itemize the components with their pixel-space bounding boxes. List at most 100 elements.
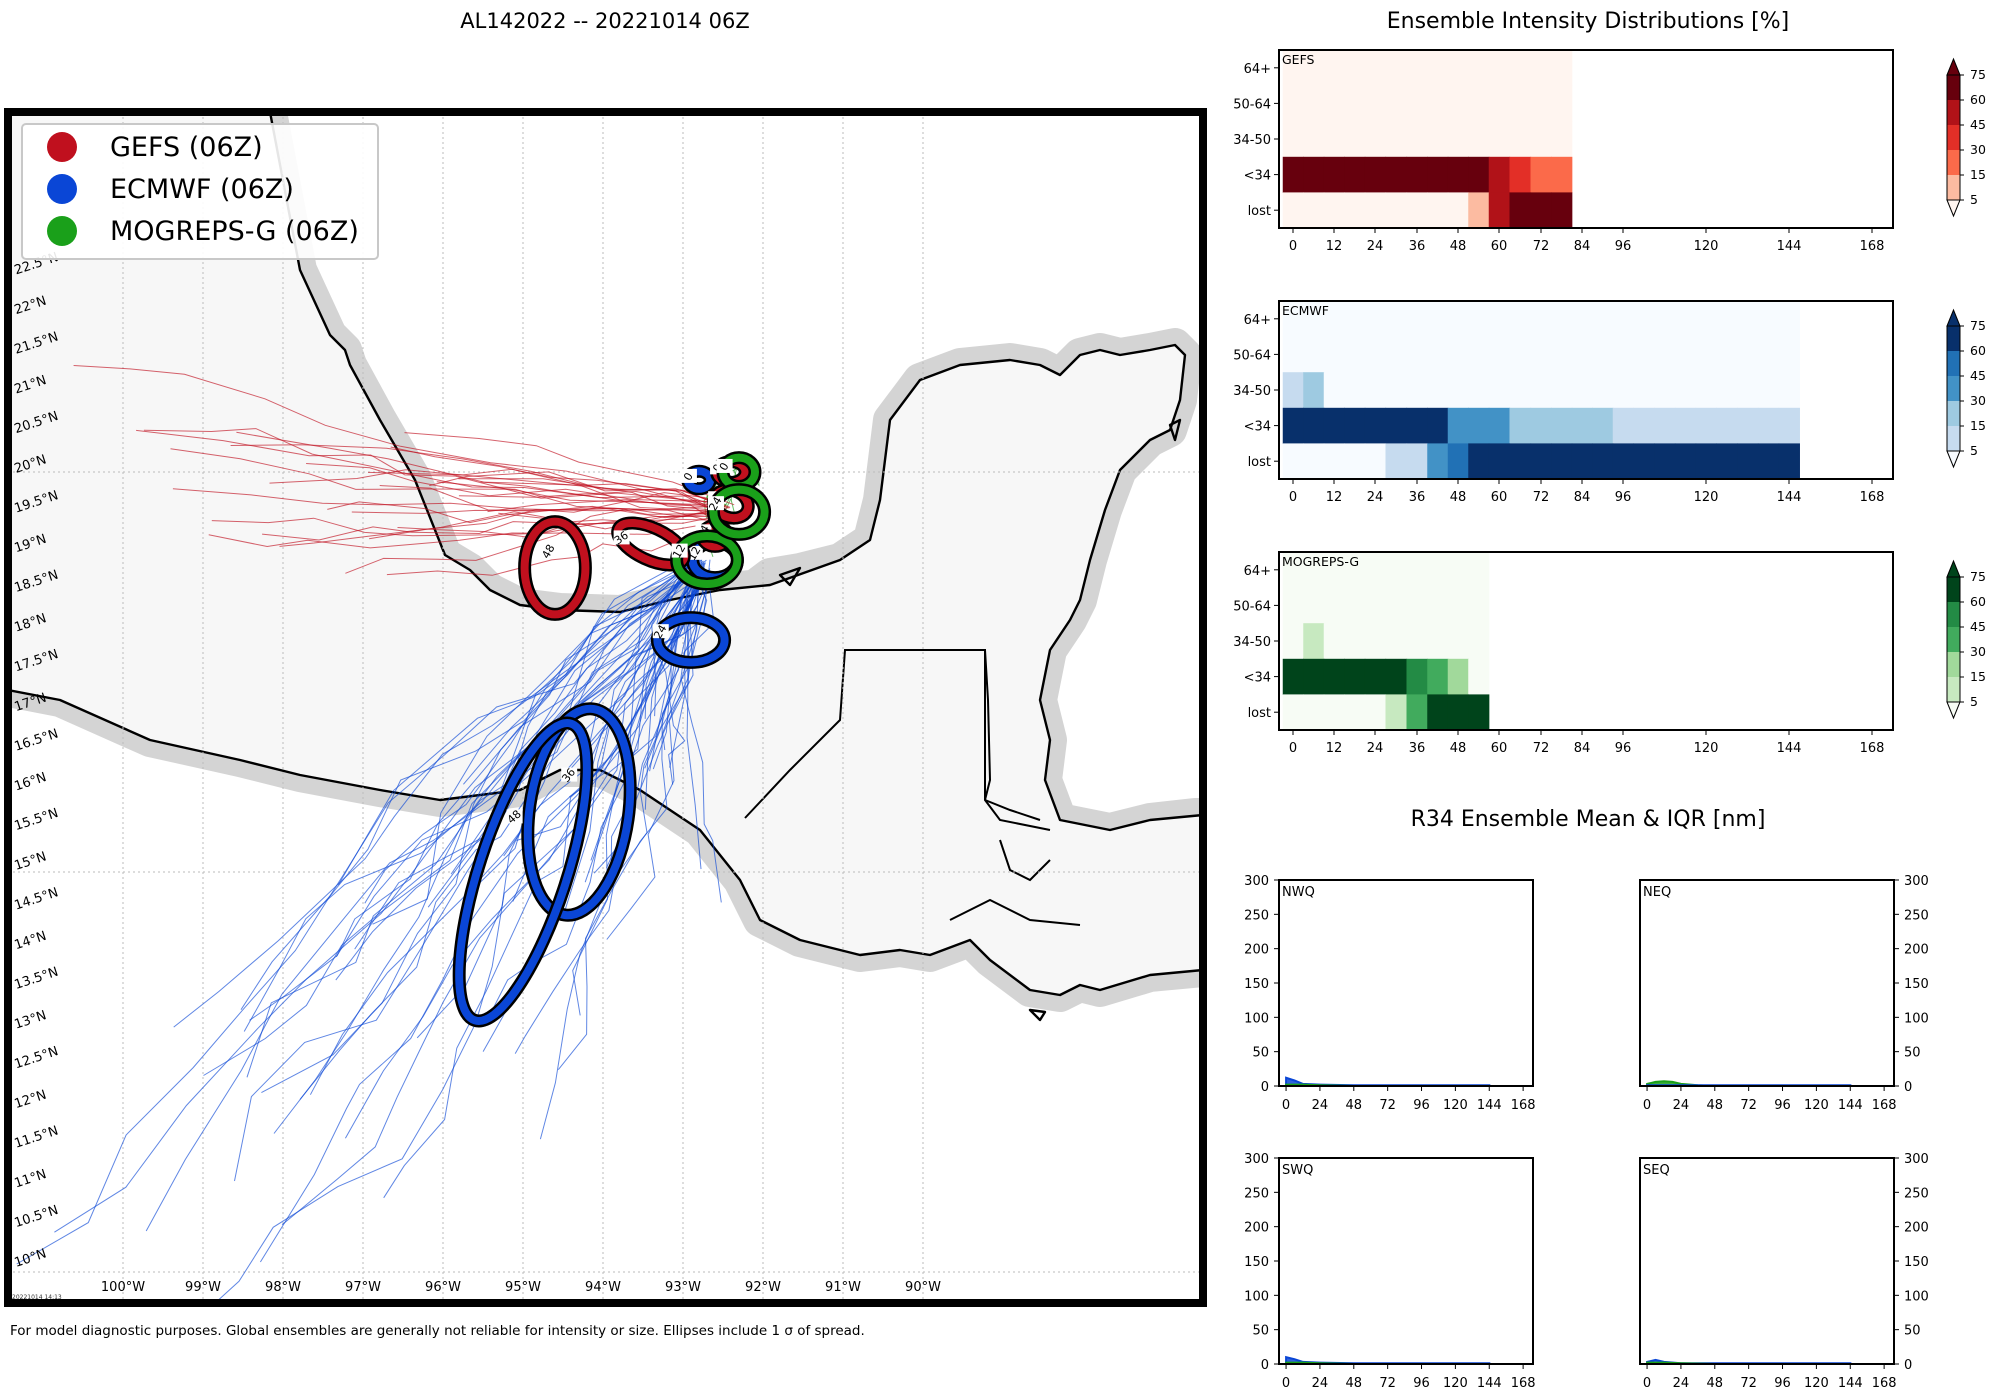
ellipse-hour-label: 48 [539, 542, 557, 561]
heatmap-x-tick-label: 84 [1574, 741, 1591, 756]
r34-y-tick-label: 100 [1244, 1011, 1269, 1026]
r34-x-tick-label: 72 [1379, 1376, 1396, 1391]
heatmap-cell [1447, 443, 1469, 480]
heatmap-cell [1468, 156, 1490, 193]
heatmap-cell [1344, 443, 1366, 480]
map-legend: GEFS (06Z) ECMWF (06Z) MOGREPS-G (06Z) [21, 123, 379, 260]
r34-y-tick-label: 300 [1904, 874, 1929, 889]
lon-tick-label: 94°W [585, 1280, 621, 1295]
heatmap-cell [1323, 156, 1345, 193]
ecmwf-track [680, 574, 722, 903]
lon-tick-label: 95°W [505, 1280, 541, 1295]
ellipse-label-box [671, 543, 688, 558]
heatmap-cell [1674, 372, 1697, 409]
heatmap-cell [1447, 552, 1469, 589]
heatmap-cell [1406, 658, 1428, 695]
gefs-track [172, 488, 720, 512]
heatmap-cell [1427, 587, 1449, 624]
heatmap-cell [1737, 336, 1759, 373]
land [8, 112, 1203, 995]
track-map: 01224364801224364801224 10°N10.5°N11°N11… [4, 108, 1207, 1307]
heatmap-row-label: 50-64 [1233, 599, 1271, 614]
heatmap-row-label: <34 [1244, 671, 1271, 686]
heatmap-cell [1406, 587, 1428, 624]
heatmap-cell [1695, 443, 1717, 480]
r34-x-tick-label: 168 [1511, 1376, 1536, 1391]
heatmap-cell [1385, 694, 1408, 731]
gefs-track [487, 499, 726, 513]
r34-y-tick-label: 0 [1261, 1358, 1269, 1373]
heatmap-cell [1303, 587, 1325, 624]
heatmap-cell [1447, 587, 1469, 624]
heatmap-cell [1385, 50, 1408, 87]
heatmap-cell [1509, 50, 1532, 87]
heatmap-cell [1364, 156, 1387, 193]
heatmap-cell [1488, 336, 1511, 373]
heatmap-cell [1468, 694, 1490, 731]
heatmap-cell [1468, 192, 1490, 229]
heatmap-cell [1282, 443, 1304, 480]
heatmap-cell [1778, 336, 1800, 373]
heatmap-x-tick-label: 24 [1367, 490, 1384, 505]
intensity-mogreps: 64+ 50-64 34-50 <34 lost MOGREPS-G 0 12 24 36 48 60… [1233, 551, 1986, 756]
heatmap-x-tick-label: 36 [1409, 239, 1426, 254]
heatmap-row-label: 64+ [1244, 62, 1271, 77]
ecmwf-track [503, 572, 701, 857]
heatmap-cell [1303, 192, 1325, 229]
heatmap-cell [1406, 192, 1428, 229]
colorbar-tick-label: 30 [1970, 644, 1986, 659]
heatmap-cell [1530, 301, 1552, 338]
lon-tick-label: 99°W [185, 1280, 221, 1295]
heatmap-row-label: lost [1248, 706, 1271, 721]
heatmap-x-tick-label: 60 [1491, 239, 1508, 254]
heatmap-cell [1612, 336, 1634, 373]
r34-frame [1639, 1157, 1895, 1365]
heatmap-row-label: lost [1248, 455, 1271, 470]
gefs-track [367, 468, 713, 510]
heatmap-cell [1757, 301, 1780, 338]
heatmap-cell [1447, 121, 1469, 158]
heatmap-cell [1344, 50, 1366, 87]
heatmap-cell [1716, 336, 1738, 373]
heatmap-x-tick-label: 0 [1289, 490, 1297, 505]
r34-y-tick-label: 0 [1261, 1080, 1269, 1095]
ecmwf-ellipse-48h: 48 [452, 716, 594, 1028]
r34-y-tick-label: 250 [1904, 908, 1929, 923]
heatmap-frame [1278, 49, 1894, 229]
r34-y-tick-label: 200 [1904, 943, 1929, 958]
ecmwf-track [337, 563, 689, 886]
colorbar-tick-label: 60 [1970, 594, 1986, 609]
r34-x-tick-label: 168 [1872, 1376, 1897, 1391]
ellipse-label-box [540, 543, 557, 558]
heatmap-x-tick-label: 24 [1367, 741, 1384, 756]
heatmap-x-tick-label: 48 [1450, 239, 1467, 254]
ecmwf-legend-label: ECMWF (06Z) [110, 174, 294, 205]
heatmap-cell [1303, 85, 1325, 122]
heatmap-cell [1282, 372, 1304, 409]
heatmap-cell [1406, 121, 1428, 158]
r34-x-tick-label: 120 [1443, 1376, 1468, 1391]
heatmap-cell [1282, 156, 1304, 193]
r34-y-tick-label: 50 [1904, 1324, 1921, 1339]
heatmap-cell [1571, 301, 1593, 338]
heatmap-model-label: MOGREPS-G [1282, 554, 1359, 569]
timestamp: 20221014 14:13 [12, 1294, 62, 1301]
ecmwf-track [557, 567, 708, 1071]
heatmap-cell [1674, 301, 1697, 338]
r34-y-tick-label: 100 [1904, 1289, 1929, 1304]
ellipse-hour-label: 24 [706, 495, 724, 514]
r34-y-tick-label: 300 [1244, 1152, 1269, 1167]
heatmap-cell [1427, 658, 1449, 695]
heatmap-x-tick-label: 168 [1860, 741, 1885, 756]
heatmap-cell [1530, 156, 1552, 193]
heatmap-cell [1695, 301, 1717, 338]
heatmap-cell [1468, 85, 1490, 122]
colorbar-tick-label: 15 [1970, 418, 1986, 433]
heatmap-cell [1303, 407, 1325, 444]
heatmap-cell [1447, 336, 1469, 373]
heatmap-cell [1530, 85, 1552, 122]
ellipse-label-box [561, 767, 578, 782]
heatmap-row-label: 64+ [1244, 564, 1271, 579]
r34-quadrant-label: NWQ [1282, 885, 1315, 900]
